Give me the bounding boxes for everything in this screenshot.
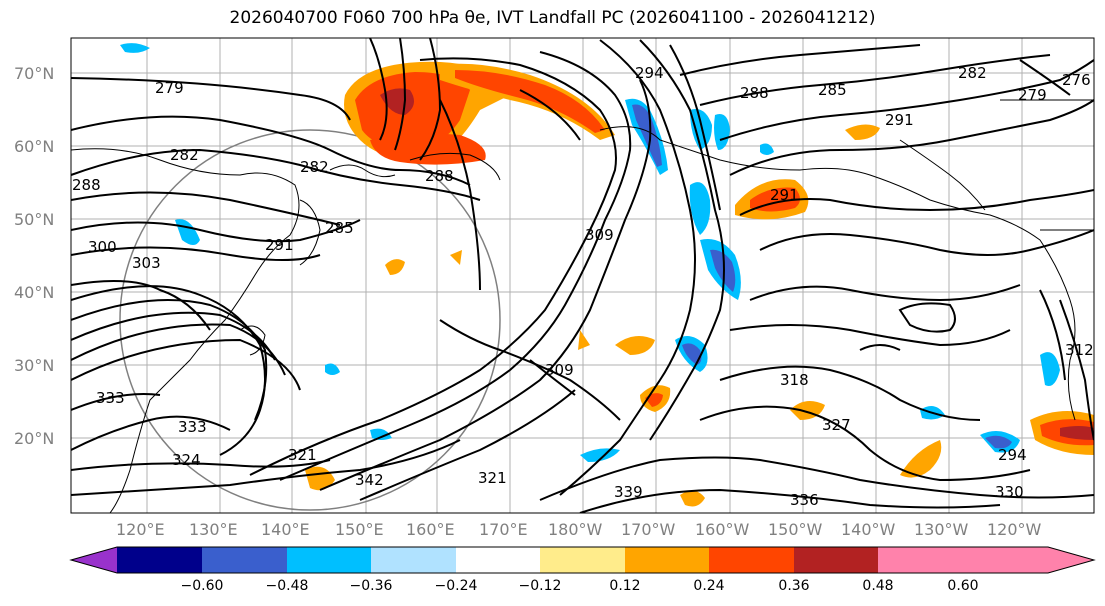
colorbar-swatch	[371, 547, 456, 573]
lat-label: 70°N	[14, 64, 55, 83]
contour-label: 309	[545, 361, 574, 379]
lat-label: 40°N	[14, 283, 55, 302]
map-content: 279 282 282 288 285 288 291 294 300 303 …	[71, 38, 1094, 513]
contour-label: 282	[958, 64, 987, 82]
contour-label: 291	[770, 186, 799, 204]
contour-label: 300	[88, 238, 117, 256]
contour-label: 318	[780, 371, 809, 389]
colorbar-tick-label: −0.12	[518, 578, 562, 594]
colorbar-swatch	[287, 547, 371, 573]
contour-label: 342	[355, 471, 384, 489]
contour-label: 282	[170, 146, 199, 164]
colorbar-swatch	[709, 547, 794, 573]
colorbar-swatch	[540, 547, 625, 573]
contour-label: 288	[740, 84, 769, 102]
contour-label: 324	[172, 451, 201, 469]
lon-label: 120°E	[116, 520, 165, 539]
colorbar-tick-label: −0.36	[349, 578, 393, 594]
contour-label: 321	[478, 469, 507, 487]
lon-label: 150°W	[768, 520, 823, 539]
colorbar-swatch	[117, 547, 202, 573]
contour-label: 303	[132, 254, 161, 272]
positive-anomaly-shading	[305, 61, 1094, 507]
contour-label: 336	[790, 491, 819, 509]
colorbar-tick-label: −0.60	[180, 578, 224, 594]
map-frame	[70, 37, 1095, 514]
contour-label: 276	[1062, 71, 1091, 89]
colorbar-outline	[69, 546, 1096, 574]
contour-label: 279	[1018, 86, 1047, 104]
lat-label: 20°N	[14, 429, 55, 448]
contour-label: 333	[96, 389, 125, 407]
lon-label: 170°E	[479, 520, 528, 539]
lon-label: 170°W	[621, 520, 676, 539]
contour-label: 327	[822, 416, 851, 434]
contour-label: 285	[325, 219, 354, 237]
contour-labels: 279 282 282 288 285 288 291 294 300 303 …	[72, 64, 1094, 509]
colorbar-swatch	[456, 547, 540, 573]
lon-label: 160°W	[695, 520, 750, 539]
contour-label: 285	[818, 81, 847, 99]
theta-e-contours	[71, 38, 1094, 513]
lon-label: 130°E	[189, 520, 238, 539]
lon-label: 150°E	[335, 520, 384, 539]
contour-label: 312	[1065, 341, 1094, 359]
colorbar-tick-label: 0.48	[862, 578, 894, 594]
contour-label: 288	[72, 176, 101, 194]
colorbar-min-extend	[71, 547, 117, 573]
contour-label: 294	[998, 446, 1027, 464]
contour-label: 339	[614, 483, 643, 501]
colorbar-swatch	[625, 547, 709, 573]
lon-label: 140°E	[261, 520, 310, 539]
colorbar-tick-label: 0.24	[693, 578, 725, 594]
colorbar-swatch	[794, 547, 878, 573]
contour-label: 279	[155, 79, 184, 97]
colorbar-tick-label: −0.24	[434, 578, 478, 594]
map-title: 2026040700 F060 700 hPa θe, IVT Landfall…	[0, 8, 1105, 28]
colorbar	[69, 546, 1096, 574]
contour-label: 330	[995, 483, 1024, 501]
contour-label: 309	[585, 226, 614, 244]
colorbar-tick-label: 0.60	[947, 578, 979, 594]
colorbar-swatch	[878, 547, 963, 573]
lon-label: 120°W	[987, 520, 1042, 539]
title-text: 2026040700 F060 700 hPa θe, IVT Landfall…	[229, 8, 876, 28]
contour-label: 294	[635, 64, 664, 82]
contour-label: 333	[178, 418, 207, 436]
lon-label: 180°W	[548, 520, 603, 539]
colorbar-tick-label: 0.12	[609, 578, 641, 594]
range-circle	[119, 129, 501, 511]
lon-label: 140°W	[841, 520, 896, 539]
lon-label: 130°W	[914, 520, 969, 539]
lat-label: 50°N	[14, 210, 55, 229]
colorbar-tick-label: 0.36	[778, 578, 810, 594]
colorbar-tick-label: −0.48	[265, 578, 309, 594]
lon-label: 160°E	[406, 520, 455, 539]
colorbar-swatch	[202, 547, 287, 573]
colorbar-max-extend	[963, 547, 1094, 573]
contour-label: 291	[265, 236, 294, 254]
contour-label: 291	[885, 111, 914, 129]
lat-label: 30°N	[14, 356, 55, 375]
contour-label: 321	[288, 446, 317, 464]
contour-label: 288	[425, 167, 454, 185]
lat-label: 60°N	[14, 137, 55, 156]
contour-label: 282	[300, 158, 329, 176]
